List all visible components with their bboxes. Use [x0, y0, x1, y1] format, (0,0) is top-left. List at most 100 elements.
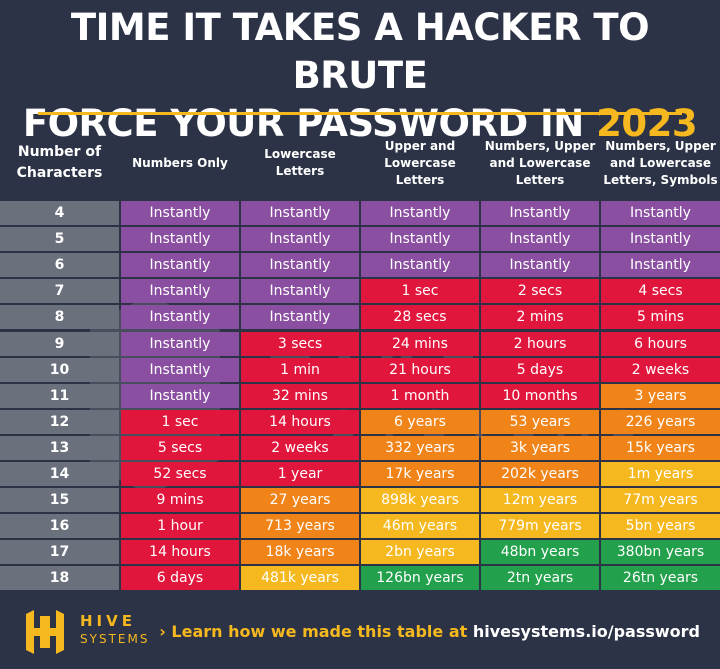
table-cell: 779m years — [481, 514, 599, 538]
table-cell: 380bn years — [601, 540, 720, 564]
table-cell: 332 years — [361, 436, 479, 460]
table-cell: 52 secs — [121, 462, 239, 486]
table-cell: Instantly — [121, 253, 239, 277]
table-cell: 48bn years — [481, 540, 599, 564]
table-cell: 202k years — [481, 462, 599, 486]
table-cell: 1 min — [241, 358, 359, 382]
table-cell: 126bn years — [361, 566, 479, 590]
table-cell: 5bn years — [601, 514, 720, 538]
table-cell: Instantly — [121, 358, 239, 382]
methodology-link-url[interactable]: hivesystems.io/password — [472, 622, 700, 641]
table-cell: Instantly — [241, 227, 359, 251]
table-cell: 3 secs — [241, 332, 359, 356]
table-cell: 24 mins — [361, 332, 479, 356]
row-char-count: 5 — [0, 227, 119, 251]
methodology-link-text: › Learn how we made this table at — [159, 622, 468, 641]
table-cell: Instantly — [481, 253, 599, 277]
row-char-count: 11 — [0, 384, 119, 408]
table-cell: 77m years — [601, 488, 720, 512]
title-divider — [38, 112, 682, 115]
table-cell: 2 secs — [481, 279, 599, 303]
table-cell: 9 mins — [121, 488, 239, 512]
hive-hexagon-icon — [26, 610, 64, 654]
table-cell: Instantly — [481, 227, 599, 251]
title-line-2-text: FORCE YOUR PASSWORD IN — [22, 102, 584, 145]
table-cell: 4 secs — [601, 279, 720, 303]
table-cell: 12m years — [481, 488, 599, 512]
title-line-1: TIME IT TAKES A HACKER TO BRUTE — [70, 6, 650, 97]
table-cell: 1 sec — [121, 410, 239, 434]
logo-text-hive: HIVE — [80, 612, 136, 630]
table-cell: 6 hours — [601, 332, 720, 356]
row-char-count: 17 — [0, 540, 119, 564]
column-header: Upper and Lowercase Letters — [384, 138, 456, 187]
row-char-count: 12 — [0, 410, 119, 434]
table-cell: 6 days — [121, 566, 239, 590]
column-header: Numbers, Upper and Lowercase Letters — [484, 138, 596, 187]
table-cell: 5 mins — [601, 305, 720, 329]
table-cell: 2bn years — [361, 540, 479, 564]
title-year: 2023 — [596, 102, 698, 145]
row-char-count: 14 — [0, 462, 119, 486]
table-cell: Instantly — [361, 201, 479, 225]
table-cell: 2 weeks — [601, 358, 720, 382]
table-cell: Instantly — [241, 305, 359, 329]
table-cell: Instantly — [121, 201, 239, 225]
table-cell: Instantly — [241, 253, 359, 277]
row-char-count: 9 — [0, 332, 119, 356]
table-cell: 15k years — [601, 436, 720, 460]
table-cell: 2 hours — [481, 332, 599, 356]
methodology-link[interactable]: › Learn how we made this table at hivesy… — [159, 622, 700, 641]
table-cell: 10 months — [481, 384, 599, 408]
table-cell: 18k years — [241, 540, 359, 564]
table-cell: Instantly — [121, 332, 239, 356]
table-cell: 713 years — [241, 514, 359, 538]
table-cell: 26tn years — [601, 566, 720, 590]
table-cell: Instantly — [601, 227, 720, 251]
table-cell: 17k years — [361, 462, 479, 486]
table-cell: Instantly — [241, 201, 359, 225]
table-cell: 481k years — [241, 566, 359, 590]
table-cell: 21 hours — [361, 358, 479, 382]
table-cell: 5 days — [481, 358, 599, 382]
table-cell: Instantly — [361, 227, 479, 251]
row-char-count: 13 — [0, 436, 119, 460]
column-header: Numbers, Upper and Lowercase Letters, Sy… — [603, 138, 718, 187]
table-cell: 898k years — [361, 488, 479, 512]
table-cell: 1 hour — [121, 514, 239, 538]
table-cell: 1 month — [361, 384, 479, 408]
table-cell: 2 mins — [481, 305, 599, 329]
table-cell: Instantly — [121, 227, 239, 251]
table-cell: 1 sec — [361, 279, 479, 303]
column-header: Lowercase Letters — [264, 147, 336, 178]
row-char-count: 6 — [0, 253, 119, 277]
row-char-count: 8 — [0, 305, 119, 329]
table-cell: 28 secs — [361, 305, 479, 329]
page-title: TIME IT TAKES A HACKER TO BRUTE FORCE YO… — [0, 4, 720, 148]
table-cell: 14 hours — [241, 410, 359, 434]
table-cell: Instantly — [361, 253, 479, 277]
row-char-count: 7 — [0, 279, 119, 303]
table-cell: 27 years — [241, 488, 359, 512]
row-char-count: 10 — [0, 358, 119, 382]
table-cell: Instantly — [601, 253, 720, 277]
row-char-count: 18 — [0, 566, 119, 590]
table-cell: 32 mins — [241, 384, 359, 408]
table-cell: 1m years — [601, 462, 720, 486]
column-header: Numbers Only — [132, 155, 228, 170]
title-line-2: FORCE YOUR PASSWORD IN 2023 — [0, 100, 720, 148]
table-cell: 53 years — [481, 410, 599, 434]
row-char-count: 4 — [0, 201, 119, 225]
table-cell: Instantly — [481, 201, 599, 225]
table-cell: 6 years — [361, 410, 479, 434]
table-cell: 1 year — [241, 462, 359, 486]
table-cell: 46m years — [361, 514, 479, 538]
table-cell: 3k years — [481, 436, 599, 460]
hive-systems-logo[interactable]: HIVE SYSTEMS — [18, 610, 147, 654]
table-cell: 5 secs — [121, 436, 239, 460]
table-cell: 226 years — [601, 410, 720, 434]
table-cell: Instantly — [241, 279, 359, 303]
table-cell: 2 weeks — [241, 436, 359, 460]
logo-text-systems: SYSTEMS — [80, 632, 150, 646]
table-cell: 3 years — [601, 384, 720, 408]
